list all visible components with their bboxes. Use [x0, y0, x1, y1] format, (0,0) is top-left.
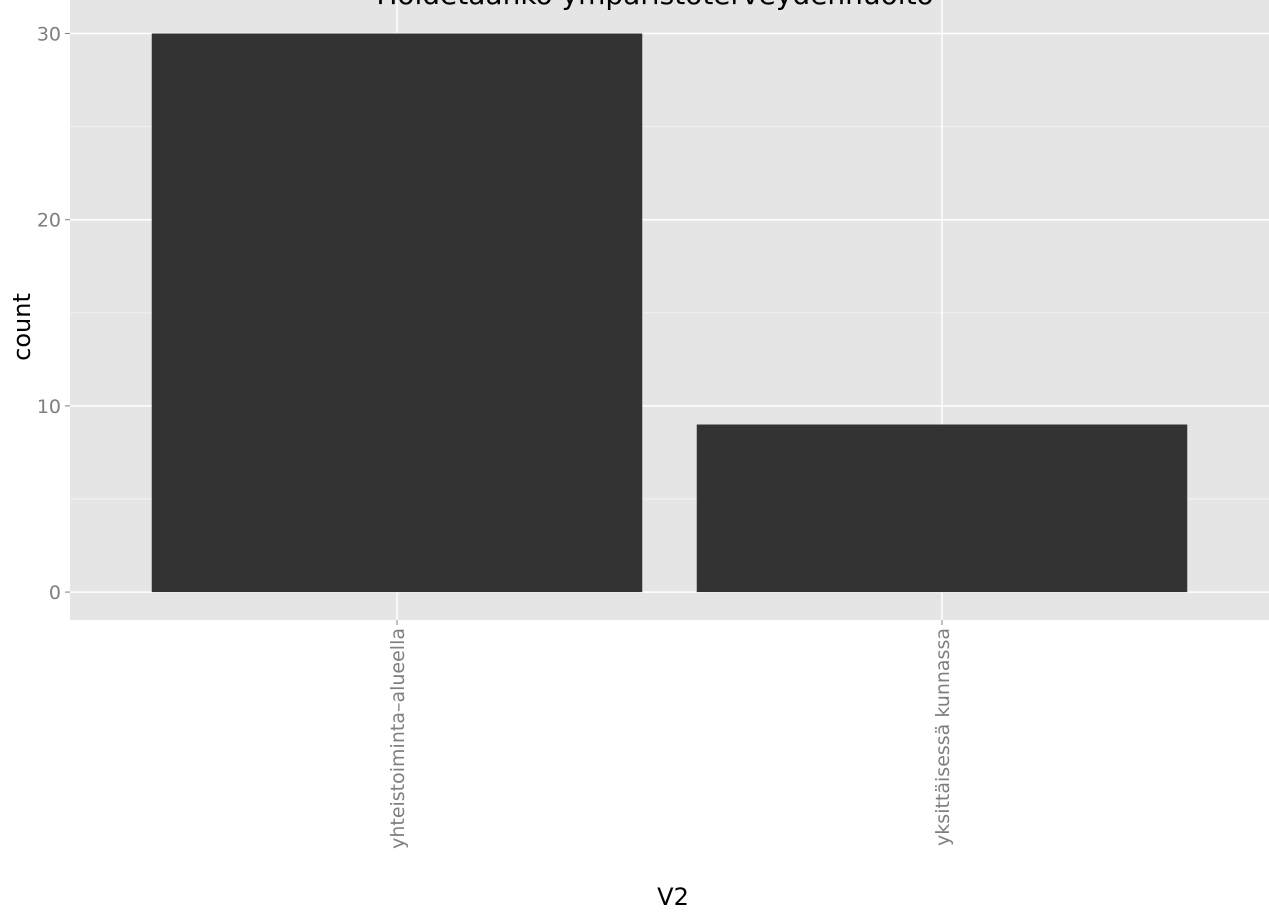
x-axis-label: V2: [657, 883, 689, 911]
y-axis-label: count: [8, 293, 36, 361]
y-tick-label: 30: [37, 24, 61, 46]
y-tick-label: 10: [37, 396, 61, 418]
y-tick-label: 0: [49, 582, 61, 604]
bar: [151, 33, 643, 593]
bar: [696, 424, 1188, 593]
chart-title: Hoidetaanko ympäristöterveydenhuolto: [376, 0, 933, 11]
x-tick-label: yksittäisessä kunnassa: [932, 628, 954, 846]
y-tick-label: 20: [37, 210, 61, 232]
x-tick-label: yhteistoiminta–alueella: [387, 628, 409, 849]
